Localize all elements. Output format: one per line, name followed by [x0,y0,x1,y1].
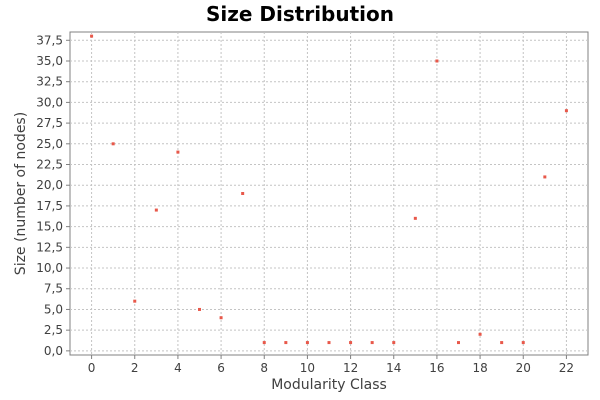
axis-ticks: 0 2 4 6 8 10 12 14 16 18 20 22 0,0 2,5 5,0 7,5 10,0 12,5 1… [36,33,574,375]
y-tick-label: 5,0 [44,302,63,316]
data-point [327,341,331,345]
data-point [564,109,568,113]
x-tick-label: 10 [300,361,315,375]
data-point [435,59,439,63]
y-tick-label: 2,5 [44,323,63,337]
data-point [284,341,288,345]
y-tick-label: 35,0 [36,54,63,68]
chart-title: Size Distribution [205,2,395,26]
y-tick-label: 30,0 [36,95,63,109]
data-point [111,142,115,146]
x-tick-label: 18 [472,361,487,375]
data-point [241,192,245,195]
x-tick-label: 0 [88,361,96,375]
data-point [262,341,266,345]
x-tick-label: 8 [260,361,268,375]
x-axis-label: Modularity Class [271,377,387,393]
y-tick-label: 17,5 [36,199,63,213]
plot-area [69,31,589,356]
grid-lines [70,32,588,355]
y-tick-label: 37,5 [36,33,63,47]
data-point [457,341,460,345]
data-point [392,341,396,345]
y-tick-label: 20,0 [36,178,63,192]
y-tick-label: 0,0 [44,344,63,358]
data-point [521,341,525,345]
x-tick-label: 12 [343,361,358,375]
data-point [176,150,180,154]
data-point [349,341,353,345]
data-point [500,341,504,345]
y-tick-label: 10,0 [36,261,63,275]
y-tick-label: 25,0 [36,137,63,151]
data-point [198,307,201,311]
data-point [305,341,309,345]
data-point [543,175,547,179]
x-tick-label: 20 [516,361,531,375]
x-tick-label: 16 [429,361,444,375]
data-point [133,299,137,303]
data-point [478,332,482,336]
data-point [413,216,417,220]
data-point [370,341,374,345]
x-tick-label: 4 [174,361,182,375]
data-point [154,208,158,212]
y-tick-label: 7,5 [44,282,63,296]
y-axis-label: Size (number of nodes) [13,112,29,275]
y-tick-label: 12,5 [36,240,63,254]
x-tick-label: 22 [559,361,574,375]
x-tick-label: 14 [386,361,401,375]
y-tick-label: 22,5 [36,158,63,172]
x-tick-label: 6 [217,361,225,375]
x-tick-label: 2 [131,361,139,375]
y-tick-label: 15,0 [36,220,63,234]
y-tick-label: 32,5 [36,75,63,89]
data-point [90,34,94,38]
y-tick-label: 27,5 [36,116,63,130]
data-points [90,34,568,345]
data-point [219,316,223,320]
